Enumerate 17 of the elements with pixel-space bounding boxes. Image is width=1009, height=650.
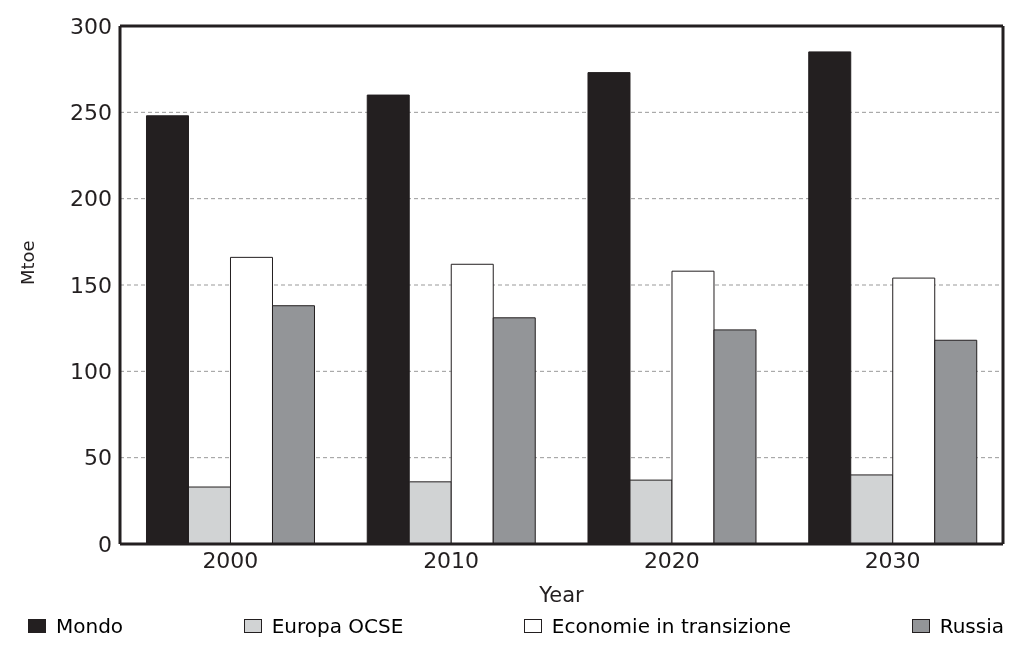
y-tick-label: 0 [98, 531, 112, 557]
y-tick-label: 50 [84, 445, 112, 471]
y-tick-label: 150 [70, 272, 112, 298]
y-tick-label: 100 [70, 359, 112, 385]
y-tick-label: 250 [70, 100, 112, 126]
y-tick-label: 300 [70, 13, 112, 39]
legend-label: Mondo [56, 614, 124, 638]
x-axis-title: Year [538, 583, 585, 607]
x-tick-label: 2010 [423, 547, 480, 573]
legend-label: Economie in transizione [551, 614, 792, 638]
y-axis-title: Mtoe [17, 240, 39, 285]
x-tick-label: 2030 [864, 547, 921, 573]
legend-label: Russia [939, 614, 1004, 638]
x-tick-label: 2020 [643, 547, 700, 573]
x-tick-label: 2000 [202, 547, 259, 573]
y-tick-label: 200 [70, 186, 112, 212]
legend-label: Europa OCSE [271, 614, 404, 638]
